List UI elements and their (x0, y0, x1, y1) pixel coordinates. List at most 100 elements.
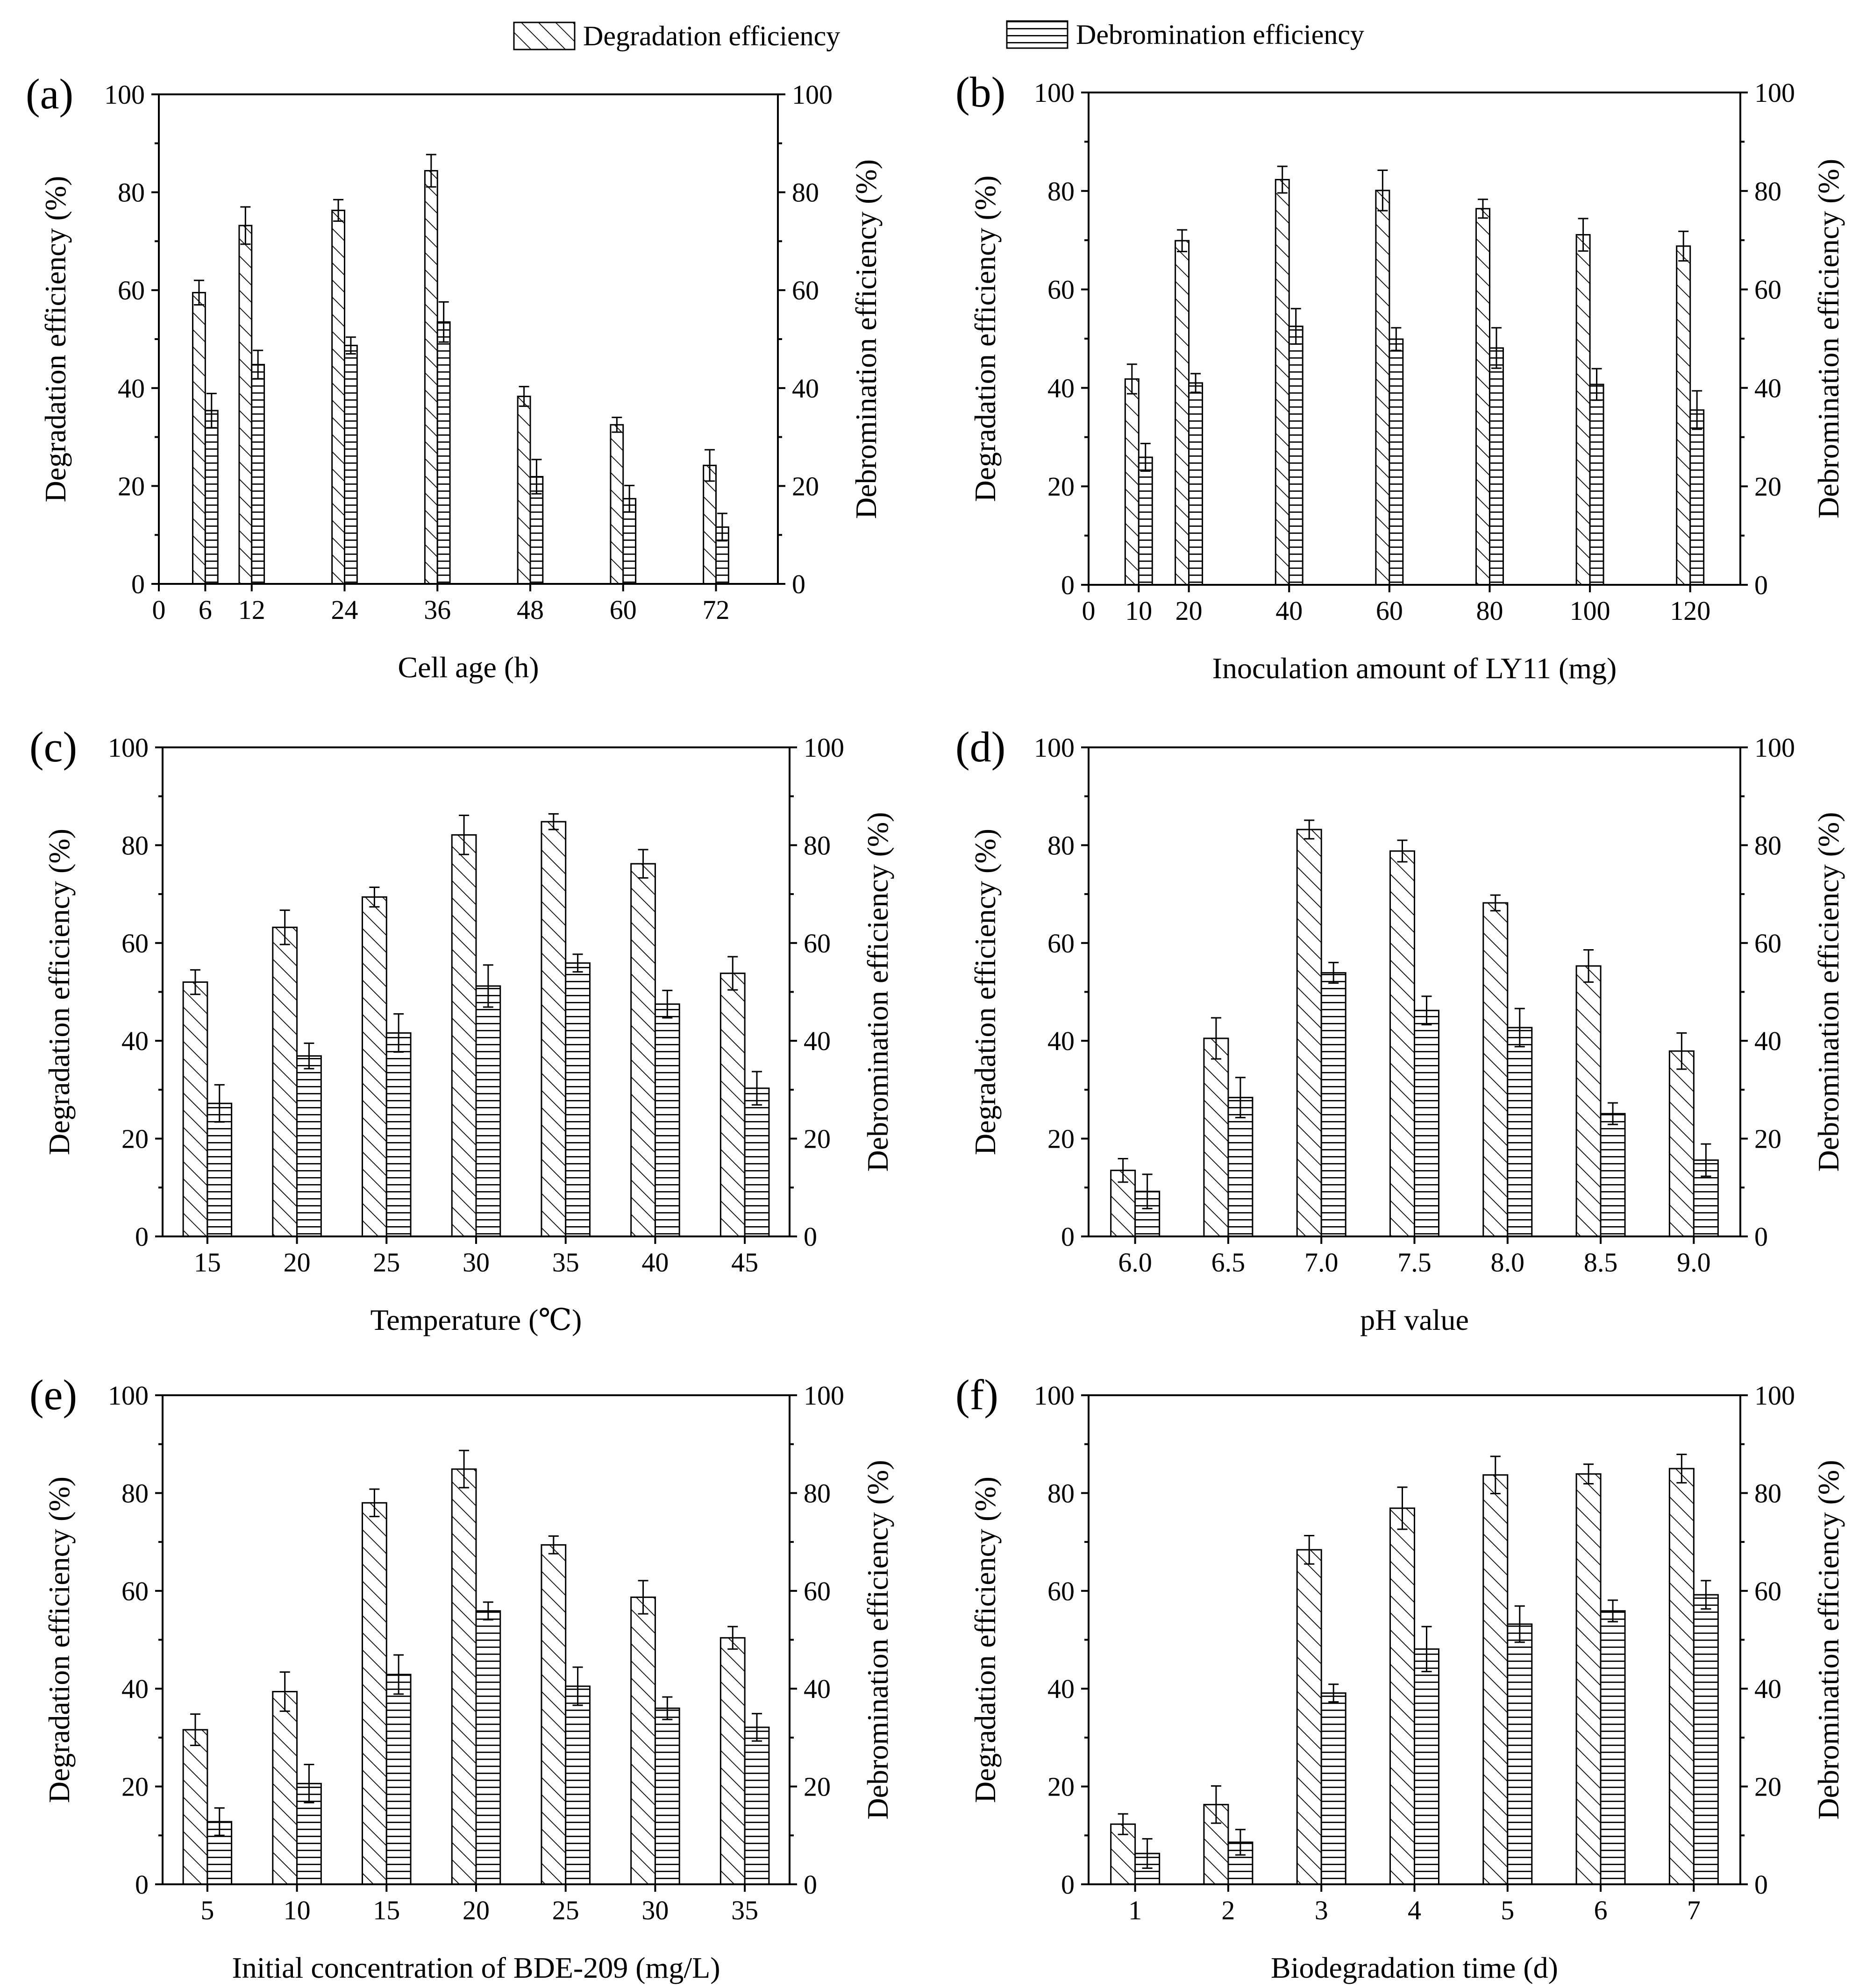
debromination-bar (204, 410, 219, 585)
degradation-bar (703, 464, 717, 585)
degradation-bar (362, 1502, 387, 1885)
x-tick-label: 30 (641, 1895, 669, 1925)
y-tick-label-right: 60 (1754, 1576, 1781, 1606)
error-bar (253, 349, 264, 380)
degradation-bar (1389, 850, 1415, 1237)
error-bar (459, 815, 470, 855)
degradation-bar (451, 834, 477, 1237)
debromination-bar (1188, 382, 1204, 586)
y-tick-label-right: 100 (1754, 732, 1795, 763)
error-bar (519, 386, 529, 407)
degradation-bar (1389, 1507, 1415, 1885)
error-bar (1490, 894, 1501, 912)
y-tick-label-right: 80 (804, 830, 831, 860)
y-axis-title-right: Debromination efficiency (%) (849, 159, 883, 519)
y-tick-label-right: 0 (804, 1221, 817, 1252)
x-tick-label: 7.5 (1397, 1247, 1432, 1278)
y-tick-label-right: 60 (1754, 928, 1781, 958)
y-tick-label-left: 60 (1047, 1576, 1075, 1606)
error-bar (1277, 165, 1288, 194)
y-tick-label-left: 100 (108, 1380, 149, 1411)
error-bar (1391, 327, 1402, 351)
y-tick-label-left: 100 (1034, 78, 1075, 108)
debromination-bar (1689, 409, 1705, 586)
panel-label: (b) (955, 68, 1005, 116)
error-bar (1676, 1454, 1687, 1484)
error-bar (624, 484, 635, 513)
error-bar (1578, 218, 1588, 252)
debromination-bar (296, 1782, 322, 1885)
error-bar (1608, 1102, 1618, 1125)
x-axis-title: pH value (1360, 1303, 1469, 1336)
error-bar (638, 849, 648, 879)
panel-c: 15 20 25 30 35 40 45 0 0 20 20 40 40 60 60 80 80 100 100 Te… (29, 723, 894, 1336)
x-tick-label: 5 (1501, 1895, 1514, 1925)
debromination-bar (1414, 1648, 1439, 1885)
degradation-bar (1275, 179, 1290, 586)
error-bar (279, 1671, 290, 1712)
degradation-bar (630, 863, 656, 1237)
x-tick-label: 4 (1408, 1895, 1421, 1925)
error-bar (727, 1626, 738, 1650)
panel-label: (a) (26, 70, 73, 118)
debromination-bar (1693, 1594, 1719, 1885)
error-bar (705, 449, 715, 482)
degradation-bar (272, 1690, 298, 1885)
y-tick-label-left: 100 (1034, 1380, 1075, 1411)
x-tick-label: 40 (641, 1247, 669, 1278)
y-tick-label-right: 0 (792, 569, 805, 599)
error-bar (240, 206, 251, 245)
y-tick-label-right: 0 (804, 1869, 817, 1900)
x-tick-label: 10 (284, 1895, 311, 1925)
y-tick-label-right: 60 (792, 275, 819, 305)
y-tick-label-right: 20 (1754, 1772, 1781, 1802)
x-tick-label: 36 (424, 595, 451, 625)
y-axis-title-right: Debromination efficiency (%) (861, 1460, 894, 1819)
y-tick-label-right: 20 (1754, 1124, 1781, 1154)
error-bar (304, 1763, 314, 1803)
degradation-bar (1575, 965, 1602, 1237)
x-tick-label: 5 (200, 1895, 214, 1925)
x-tick-label: 8.5 (1584, 1247, 1618, 1278)
x-tick-label: 6 (199, 595, 212, 625)
error-bar (1491, 327, 1502, 369)
y-tick-label-left: 40 (121, 1026, 149, 1056)
x-tick-label: 15 (194, 1247, 221, 1278)
debromination-bar (654, 1707, 680, 1885)
degradation-bar (1475, 208, 1490, 586)
error-bar (1583, 1463, 1594, 1485)
error-bar (1678, 230, 1689, 262)
debromination-bar (385, 1032, 412, 1237)
error-bar (345, 336, 356, 355)
x-tick-label: 6.5 (1211, 1247, 1246, 1278)
x-tick-label: 20 (1175, 596, 1203, 626)
y-tick-label-left: 40 (118, 373, 145, 404)
x-tick-label: 20 (284, 1247, 311, 1278)
error-bar (1142, 1838, 1153, 1869)
debromination-bar (296, 1055, 322, 1237)
y-axis-title-right: Debromination efficiency (%) (1812, 159, 1845, 518)
panel-e: 5 10 15 20 25 30 35 0 0 20 20 40 40 60 60 80 80 100 100 Ini… (29, 1371, 894, 1984)
debromination-bar (1600, 1610, 1626, 1885)
y-tick-label-right: 80 (1754, 1478, 1781, 1508)
degradation-bar (1575, 1473, 1602, 1885)
error-bar (1377, 170, 1388, 212)
x-tick-label: 2 (1221, 1895, 1235, 1925)
y-tick-label-left: 0 (135, 1869, 149, 1900)
y-tick-label-right: 20 (1754, 471, 1781, 502)
panel-d: 6.0 6.5 7.0 7.5 8.0 8.5 9.0 0 0 20 20 40 40 60 60 80 80 1… (955, 723, 1845, 1336)
error-bar (1140, 443, 1151, 472)
x-tick-label: 8.0 (1491, 1247, 1525, 1278)
error-bar (1190, 373, 1201, 393)
error-bar (393, 1654, 404, 1695)
error-bar (1477, 199, 1488, 219)
error-bar (548, 1535, 559, 1555)
degradation-bar (238, 225, 253, 585)
y-tick-label-right: 100 (792, 79, 833, 110)
degradation-bar (541, 821, 567, 1237)
y-tick-label-left: 60 (121, 928, 149, 958)
y-tick-label-left: 60 (1047, 275, 1075, 305)
x-tick-label: 6 (1594, 1895, 1608, 1925)
degradation-bar (1296, 1549, 1322, 1885)
error-bar (1211, 1785, 1221, 1824)
